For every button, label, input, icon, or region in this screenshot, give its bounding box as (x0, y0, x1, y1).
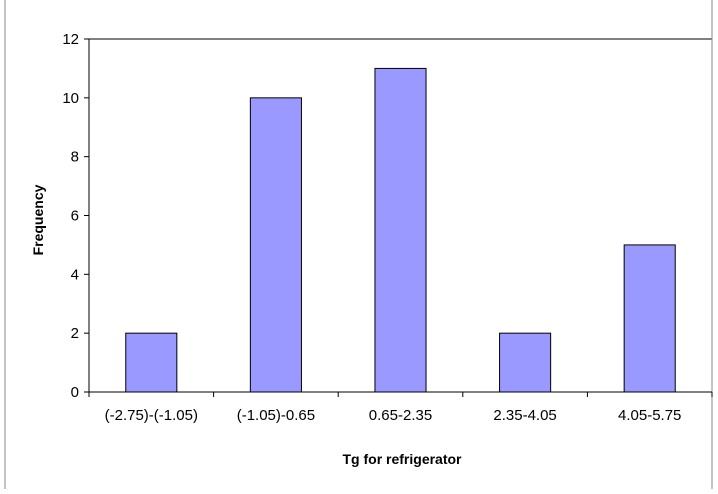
x-axis: (-2.75)-(-1.05) (-1.05)-0.65 0.65-2.35 2.35… (88, 391, 713, 424)
y-axis: 0 2 4 6 8 10 12 (62, 31, 90, 401)
y-tick-label: 8 (71, 149, 79, 166)
bars (125, 67, 676, 393)
bar (125, 332, 178, 393)
y-tick-label: 10 (62, 90, 79, 107)
y-tick-label: 6 (71, 208, 79, 225)
x-tick-label: 2.35-4.05 (493, 407, 556, 424)
chart-frame (4, 0, 713, 489)
y-tick-label: 0 (71, 384, 79, 401)
y-tick-label: 4 (71, 266, 79, 283)
x-tick-label: (-1.05)-0.65 (237, 407, 315, 424)
x-axis-title: Tg for refrigerator (342, 451, 462, 467)
x-tick-label: 0.65-2.35 (369, 407, 432, 424)
bar (374, 67, 427, 393)
bar (249, 97, 302, 393)
y-tick-label: 12 (62, 31, 79, 48)
y-axis-title: Frequency (30, 184, 46, 255)
bar (623, 244, 676, 393)
y-tick-label: 2 (71, 325, 79, 342)
x-tick-label: 4.05-5.75 (618, 407, 681, 424)
bar (499, 332, 552, 393)
x-tick-label: (-2.75)-(-1.05) (105, 407, 198, 424)
